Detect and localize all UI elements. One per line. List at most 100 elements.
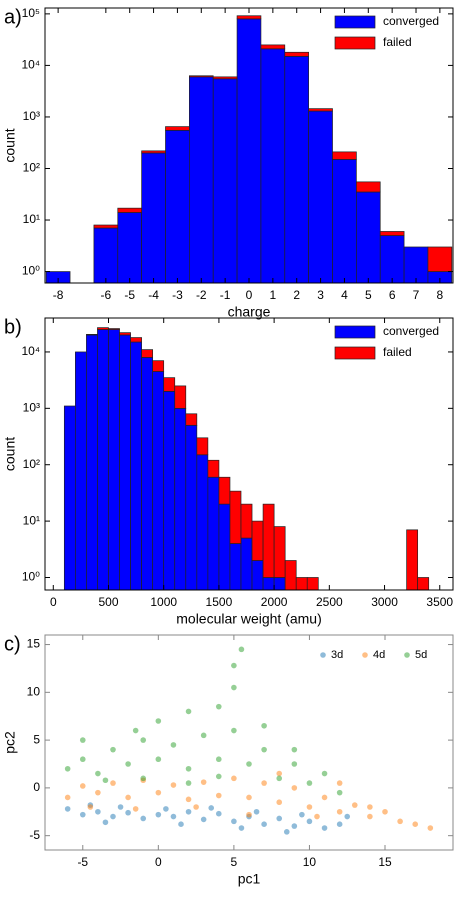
point [261, 780, 267, 786]
bar [332, 151, 357, 160]
point [261, 746, 267, 753]
x-tick-label: 5 [231, 855, 238, 869]
bar [86, 334, 98, 336]
point [306, 818, 313, 825]
point [185, 780, 192, 786]
point [344, 813, 351, 820]
bar [379, 235, 405, 284]
point [261, 821, 267, 827]
y-axis-label: count [2, 437, 18, 471]
point [95, 789, 101, 796]
point [367, 804, 373, 810]
bar [185, 413, 198, 426]
bar [308, 110, 333, 284]
x-tick-label: 3000 [371, 595, 398, 609]
point [397, 818, 403, 825]
point [231, 818, 237, 825]
x-tick-label: 0 [155, 855, 162, 869]
legend-label: 3d [331, 649, 343, 661]
bar [93, 224, 119, 229]
bar [174, 407, 187, 591]
point [117, 804, 124, 810]
bar [163, 377, 176, 392]
bar [356, 181, 381, 193]
legend-swatch [334, 325, 376, 339]
point [336, 789, 343, 796]
bar [273, 577, 286, 591]
bar [165, 129, 190, 284]
bar [273, 526, 286, 578]
x-tick-label: -5 [124, 288, 135, 302]
point [231, 727, 237, 734]
bar [406, 529, 419, 591]
point [87, 804, 94, 810]
panel-label: c) [4, 633, 21, 655]
point [102, 819, 109, 826]
bar [260, 44, 286, 50]
point [102, 777, 109, 784]
point [215, 703, 222, 710]
bar [63, 405, 76, 591]
point [79, 756, 86, 763]
point [291, 785, 298, 791]
y-tick-label: 10⁴ [21, 58, 40, 72]
bar [196, 454, 209, 591]
point [185, 765, 192, 772]
bar [229, 490, 242, 544]
y-tick-label: 5 [33, 732, 40, 746]
plot-frame [44, 634, 454, 851]
y-tick-label: 10⁵ [22, 6, 40, 20]
legend-swatch [334, 15, 376, 29]
legend-label: converged [383, 14, 439, 28]
point [246, 811, 252, 818]
bar [75, 351, 87, 591]
bar [260, 48, 286, 284]
bar [141, 357, 154, 591]
bar [236, 18, 262, 284]
x-tick-label: 2000 [261, 595, 288, 609]
bar [262, 577, 275, 591]
y-tick-label: 0 [33, 780, 40, 794]
bar [356, 191, 381, 284]
point [95, 808, 101, 815]
x-tick-label: -2 [196, 288, 207, 302]
bar [218, 503, 231, 591]
point [351, 802, 358, 808]
bar [174, 385, 187, 409]
y-tick-label: 10⁰ [22, 264, 40, 278]
bar [306, 577, 319, 591]
y-tick-label: 10¹ [23, 212, 40, 226]
point [231, 662, 237, 669]
bar [141, 349, 154, 358]
y-tick-label: 10⁰ [22, 570, 40, 584]
point [79, 783, 86, 789]
x-tick-label: 1000 [150, 595, 177, 609]
x-tick-label: 8 [437, 288, 444, 302]
point [261, 722, 267, 729]
bar [251, 560, 264, 591]
x-tick-label: 15 [378, 855, 392, 869]
bar [108, 329, 120, 591]
x-tick-label: 3 [317, 288, 324, 302]
bar [308, 108, 333, 112]
point [246, 794, 252, 801]
point [185, 708, 192, 715]
x-tick-label: 6 [389, 288, 396, 302]
point [140, 815, 147, 822]
legend-label: 4d [373, 649, 385, 661]
legend-marker [404, 652, 410, 658]
y-axis-label: pc2 [2, 731, 18, 754]
point [276, 770, 283, 777]
point [170, 782, 177, 788]
point [132, 806, 139, 812]
legend-label: converged [383, 324, 439, 338]
point [110, 780, 116, 786]
y-tick-label: 15 [27, 637, 41, 651]
bar [185, 424, 198, 591]
y-tick-label: 10² [23, 457, 40, 471]
x-tick-label: 2500 [316, 595, 343, 609]
bar [97, 327, 109, 330]
x-tick-label: -6 [101, 288, 112, 302]
bar [108, 328, 120, 330]
